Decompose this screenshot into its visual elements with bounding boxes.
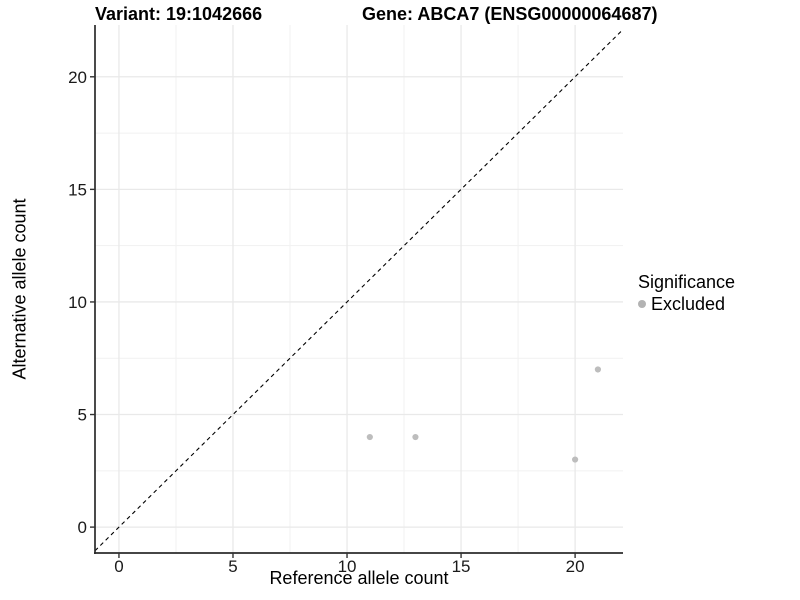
x-tick-label: 15: [452, 557, 471, 576]
legend-item-label: Excluded: [651, 294, 726, 314]
x-tick-label: 10: [338, 557, 357, 576]
x-tick-label: 5: [228, 557, 237, 576]
data-point-excluded: [572, 456, 579, 463]
y-tick-label: 20: [68, 68, 87, 87]
data-point-excluded: [594, 366, 602, 373]
variant-title: Variant: 19:1042666: [95, 4, 263, 24]
x-axis-title: Reference allele count: [269, 568, 449, 588]
gene-title: Gene: ABCA7 (ENSG00000064687): [362, 4, 658, 24]
data-point-excluded: [412, 433, 419, 441]
y-tick-label: 10: [68, 293, 87, 312]
legend-title: Significance: [638, 272, 736, 292]
data-point-excluded: [366, 433, 373, 441]
y-tick-label: 15: [68, 180, 87, 199]
excluded-point-icon: [638, 300, 646, 308]
x-tick-label: 20: [566, 557, 585, 576]
legend: Significance Excluded: [638, 272, 735, 314]
legend-item-excluded: Excluded: [638, 294, 735, 314]
y-tick-label: 0: [78, 518, 87, 537]
identity-dashed-line: [94, 29, 624, 552]
x-tick-label: 0: [114, 557, 123, 576]
y-tick-label: 5: [78, 406, 87, 425]
